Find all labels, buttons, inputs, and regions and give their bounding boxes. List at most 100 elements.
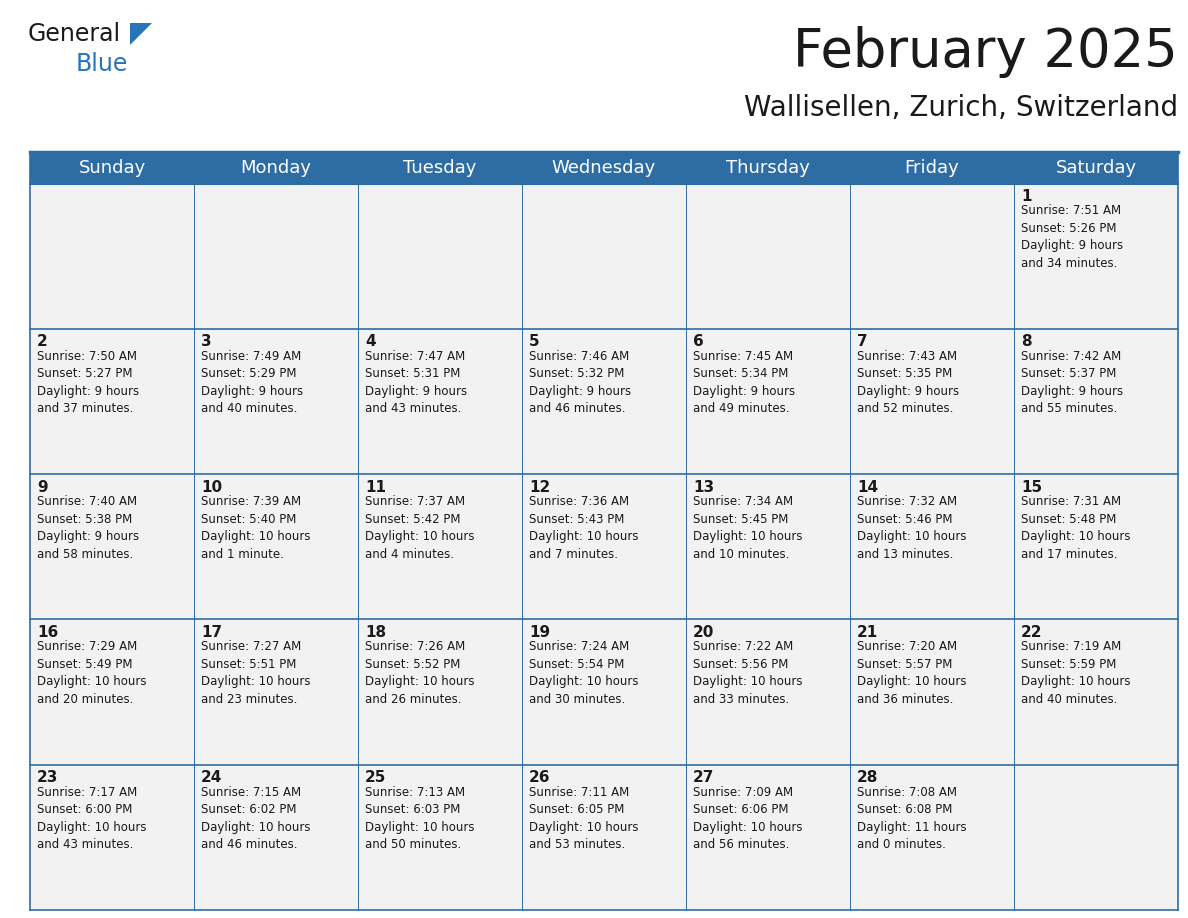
Text: Sunrise: 7:40 AM
Sunset: 5:38 PM
Daylight: 9 hours
and 58 minutes.: Sunrise: 7:40 AM Sunset: 5:38 PM Dayligh… xyxy=(37,495,139,561)
Text: 28: 28 xyxy=(857,770,878,785)
Text: Tuesday: Tuesday xyxy=(403,159,476,177)
Text: Blue: Blue xyxy=(76,52,128,76)
Text: Sunrise: 7:32 AM
Sunset: 5:46 PM
Daylight: 10 hours
and 13 minutes.: Sunrise: 7:32 AM Sunset: 5:46 PM Dayligh… xyxy=(857,495,967,561)
Text: Friday: Friday xyxy=(904,159,960,177)
Bar xyxy=(685,474,849,620)
Text: Sunrise: 7:08 AM
Sunset: 6:08 PM
Daylight: 11 hours
and 0 minutes.: Sunrise: 7:08 AM Sunset: 6:08 PM Dayligh… xyxy=(857,786,967,851)
Text: 9: 9 xyxy=(37,479,48,495)
Text: Sunrise: 7:31 AM
Sunset: 5:48 PM
Daylight: 10 hours
and 17 minutes.: Sunrise: 7:31 AM Sunset: 5:48 PM Dayligh… xyxy=(1020,495,1131,561)
Text: Sunrise: 7:42 AM
Sunset: 5:37 PM
Daylight: 9 hours
and 55 minutes.: Sunrise: 7:42 AM Sunset: 5:37 PM Dayligh… xyxy=(1020,350,1123,415)
Bar xyxy=(1015,329,1178,474)
Bar xyxy=(1015,184,1178,329)
Text: 13: 13 xyxy=(693,479,714,495)
Bar xyxy=(685,184,849,329)
Text: Sunrise: 7:24 AM
Sunset: 5:54 PM
Daylight: 10 hours
and 30 minutes.: Sunrise: 7:24 AM Sunset: 5:54 PM Dayligh… xyxy=(529,641,638,706)
Text: Sunrise: 7:49 AM
Sunset: 5:29 PM
Daylight: 9 hours
and 40 minutes.: Sunrise: 7:49 AM Sunset: 5:29 PM Dayligh… xyxy=(201,350,303,415)
Text: Sunrise: 7:19 AM
Sunset: 5:59 PM
Daylight: 10 hours
and 40 minutes.: Sunrise: 7:19 AM Sunset: 5:59 PM Dayligh… xyxy=(1020,641,1131,706)
Text: Sunrise: 7:50 AM
Sunset: 5:27 PM
Daylight: 9 hours
and 37 minutes.: Sunrise: 7:50 AM Sunset: 5:27 PM Dayligh… xyxy=(37,350,139,415)
Bar xyxy=(358,765,522,910)
Text: 23: 23 xyxy=(37,770,58,785)
Text: Sunday: Sunday xyxy=(78,159,146,177)
Text: 3: 3 xyxy=(201,334,211,350)
Bar xyxy=(685,329,849,474)
Bar xyxy=(1015,620,1178,765)
Text: 18: 18 xyxy=(365,625,386,640)
Text: 12: 12 xyxy=(529,479,550,495)
Bar xyxy=(30,620,194,765)
Bar xyxy=(849,329,1015,474)
Bar xyxy=(30,184,194,329)
Bar xyxy=(30,474,194,620)
Text: Sunrise: 7:37 AM
Sunset: 5:42 PM
Daylight: 10 hours
and 4 minutes.: Sunrise: 7:37 AM Sunset: 5:42 PM Dayligh… xyxy=(365,495,474,561)
Bar xyxy=(358,184,522,329)
Bar xyxy=(522,329,685,474)
Text: 14: 14 xyxy=(857,479,878,495)
Bar xyxy=(194,329,358,474)
Text: Thursday: Thursday xyxy=(726,159,810,177)
Bar xyxy=(194,184,358,329)
Bar xyxy=(1015,474,1178,620)
Text: Sunrise: 7:43 AM
Sunset: 5:35 PM
Daylight: 9 hours
and 52 minutes.: Sunrise: 7:43 AM Sunset: 5:35 PM Dayligh… xyxy=(857,350,959,415)
Text: 25: 25 xyxy=(365,770,386,785)
Text: Wednesday: Wednesday xyxy=(552,159,656,177)
Bar xyxy=(849,184,1015,329)
Text: Sunrise: 7:29 AM
Sunset: 5:49 PM
Daylight: 10 hours
and 20 minutes.: Sunrise: 7:29 AM Sunset: 5:49 PM Dayligh… xyxy=(37,641,146,706)
Text: 2: 2 xyxy=(37,334,48,350)
Bar xyxy=(30,329,194,474)
Bar xyxy=(30,152,1178,184)
Text: 4: 4 xyxy=(365,334,375,350)
Text: 10: 10 xyxy=(201,479,222,495)
Text: Sunrise: 7:27 AM
Sunset: 5:51 PM
Daylight: 10 hours
and 23 minutes.: Sunrise: 7:27 AM Sunset: 5:51 PM Dayligh… xyxy=(201,641,310,706)
Text: Sunrise: 7:39 AM
Sunset: 5:40 PM
Daylight: 10 hours
and 1 minute.: Sunrise: 7:39 AM Sunset: 5:40 PM Dayligh… xyxy=(201,495,310,561)
Bar xyxy=(1015,765,1178,910)
Text: 7: 7 xyxy=(857,334,867,350)
Polygon shape xyxy=(129,23,152,45)
Text: Sunrise: 7:45 AM
Sunset: 5:34 PM
Daylight: 9 hours
and 49 minutes.: Sunrise: 7:45 AM Sunset: 5:34 PM Dayligh… xyxy=(693,350,795,415)
Text: 15: 15 xyxy=(1020,479,1042,495)
Text: 17: 17 xyxy=(201,625,222,640)
Text: 24: 24 xyxy=(201,770,222,785)
Text: 11: 11 xyxy=(365,479,386,495)
Text: Sunrise: 7:22 AM
Sunset: 5:56 PM
Daylight: 10 hours
and 33 minutes.: Sunrise: 7:22 AM Sunset: 5:56 PM Dayligh… xyxy=(693,641,803,706)
Text: 27: 27 xyxy=(693,770,714,785)
Text: Sunrise: 7:15 AM
Sunset: 6:02 PM
Daylight: 10 hours
and 46 minutes.: Sunrise: 7:15 AM Sunset: 6:02 PM Dayligh… xyxy=(201,786,310,851)
Text: 5: 5 xyxy=(529,334,539,350)
Text: Sunrise: 7:11 AM
Sunset: 6:05 PM
Daylight: 10 hours
and 53 minutes.: Sunrise: 7:11 AM Sunset: 6:05 PM Dayligh… xyxy=(529,786,638,851)
Bar xyxy=(849,474,1015,620)
Text: Sunrise: 7:47 AM
Sunset: 5:31 PM
Daylight: 9 hours
and 43 minutes.: Sunrise: 7:47 AM Sunset: 5:31 PM Dayligh… xyxy=(365,350,467,415)
Bar xyxy=(358,474,522,620)
Text: Sunrise: 7:36 AM
Sunset: 5:43 PM
Daylight: 10 hours
and 7 minutes.: Sunrise: 7:36 AM Sunset: 5:43 PM Dayligh… xyxy=(529,495,638,561)
Bar xyxy=(358,620,522,765)
Bar xyxy=(358,329,522,474)
Bar xyxy=(685,620,849,765)
Text: 20: 20 xyxy=(693,625,714,640)
Text: 22: 22 xyxy=(1020,625,1043,640)
Text: Sunrise: 7:20 AM
Sunset: 5:57 PM
Daylight: 10 hours
and 36 minutes.: Sunrise: 7:20 AM Sunset: 5:57 PM Dayligh… xyxy=(857,641,967,706)
Text: Monday: Monday xyxy=(240,159,311,177)
Text: 6: 6 xyxy=(693,334,703,350)
Text: General: General xyxy=(29,22,121,46)
Text: 19: 19 xyxy=(529,625,550,640)
Bar xyxy=(522,474,685,620)
Text: 1: 1 xyxy=(1020,189,1031,204)
Bar xyxy=(522,765,685,910)
Text: Sunrise: 7:17 AM
Sunset: 6:00 PM
Daylight: 10 hours
and 43 minutes.: Sunrise: 7:17 AM Sunset: 6:00 PM Dayligh… xyxy=(37,786,146,851)
Text: Wallisellen, Zurich, Switzerland: Wallisellen, Zurich, Switzerland xyxy=(744,94,1178,122)
Bar xyxy=(849,620,1015,765)
Text: Sunrise: 7:46 AM
Sunset: 5:32 PM
Daylight: 9 hours
and 46 minutes.: Sunrise: 7:46 AM Sunset: 5:32 PM Dayligh… xyxy=(529,350,631,415)
Text: Sunrise: 7:13 AM
Sunset: 6:03 PM
Daylight: 10 hours
and 50 minutes.: Sunrise: 7:13 AM Sunset: 6:03 PM Dayligh… xyxy=(365,786,474,851)
Text: Saturday: Saturday xyxy=(1055,159,1137,177)
Text: Sunrise: 7:09 AM
Sunset: 6:06 PM
Daylight: 10 hours
and 56 minutes.: Sunrise: 7:09 AM Sunset: 6:06 PM Dayligh… xyxy=(693,786,803,851)
Bar xyxy=(685,765,849,910)
Bar xyxy=(194,765,358,910)
Text: February 2025: February 2025 xyxy=(794,26,1178,78)
Bar xyxy=(849,765,1015,910)
Text: Sunrise: 7:26 AM
Sunset: 5:52 PM
Daylight: 10 hours
and 26 minutes.: Sunrise: 7:26 AM Sunset: 5:52 PM Dayligh… xyxy=(365,641,474,706)
Bar xyxy=(522,620,685,765)
Text: 16: 16 xyxy=(37,625,58,640)
Bar xyxy=(522,184,685,329)
Bar xyxy=(30,765,194,910)
Text: 8: 8 xyxy=(1020,334,1031,350)
Text: 21: 21 xyxy=(857,625,878,640)
Text: Sunrise: 7:51 AM
Sunset: 5:26 PM
Daylight: 9 hours
and 34 minutes.: Sunrise: 7:51 AM Sunset: 5:26 PM Dayligh… xyxy=(1020,205,1123,270)
